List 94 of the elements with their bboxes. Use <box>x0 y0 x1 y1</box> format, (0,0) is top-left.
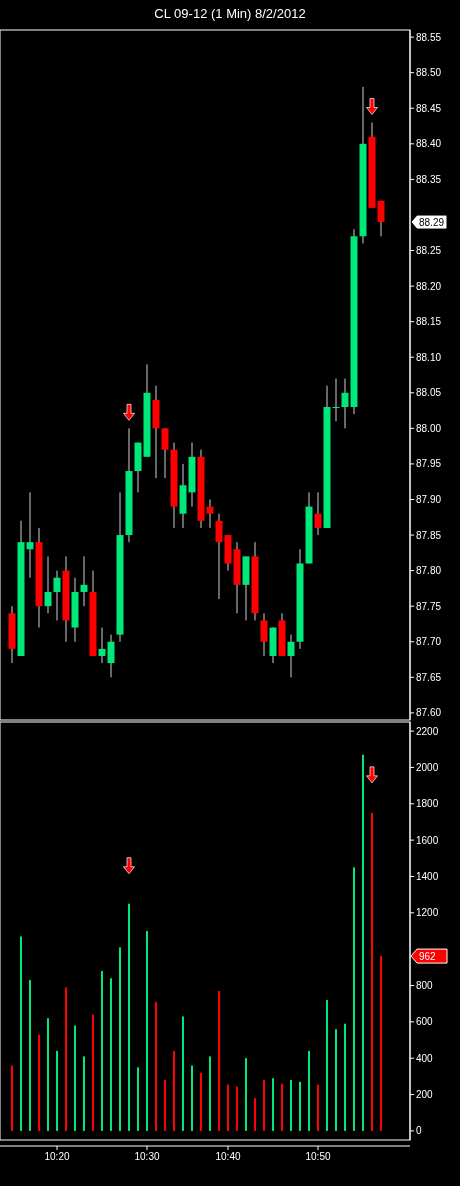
bar <box>317 1084 319 1131</box>
bar <box>11 1065 13 1131</box>
candlestick <box>107 634 115 678</box>
bar <box>29 980 31 1131</box>
bar <box>20 936 22 1131</box>
y-tick-label: 0 <box>416 1125 422 1137</box>
y-tick-label: 1800 <box>416 798 439 810</box>
y-tick-label: 88.55 <box>416 31 442 43</box>
bar <box>173 1050 175 1131</box>
y-tick-label: 88.35 <box>416 173 442 185</box>
y-tick-label: 600 <box>416 1016 434 1028</box>
y-tick-label: 87.60 <box>416 707 442 719</box>
bar <box>380 956 382 1131</box>
bar <box>227 1084 229 1131</box>
bar <box>308 1050 310 1131</box>
bar <box>245 1058 247 1131</box>
bar <box>119 947 121 1131</box>
bar <box>101 970 103 1131</box>
x-tick-label: 10:40 <box>215 1151 241 1162</box>
y-tick-label: 1400 <box>416 870 439 882</box>
candlestick <box>332 378 340 422</box>
bar <box>353 867 355 1131</box>
candlestick <box>161 427 169 479</box>
y-tick-label: 1600 <box>416 834 439 846</box>
y-tick-label: 87.70 <box>416 636 442 648</box>
y-tick-label: 88.25 <box>416 245 442 257</box>
bar <box>164 1080 166 1131</box>
candlestick <box>377 200 385 237</box>
bar <box>272 1078 274 1131</box>
candlestick <box>44 555 52 614</box>
bar <box>191 1065 193 1131</box>
y-tick-label: 400 <box>416 1052 434 1064</box>
candlestick <box>341 378 349 429</box>
text: 88.29 <box>419 216 445 228</box>
chart-title: CL 09-12 (1 Min) 8/2/2012 <box>154 6 306 21</box>
candlestick <box>98 627 106 664</box>
x-tick-label: 10:20 <box>44 1151 70 1162</box>
bar <box>110 978 112 1131</box>
y-tick-label: 2000 <box>416 761 439 773</box>
y-tick-label: 87.85 <box>416 529 442 541</box>
bar <box>362 754 364 1131</box>
y-tick-label: 88.45 <box>416 102 442 114</box>
y-tick-label: 88.10 <box>416 351 442 363</box>
bar <box>326 1000 328 1131</box>
bar <box>155 1001 157 1131</box>
bar <box>236 1086 238 1131</box>
y-tick-label: 1200 <box>416 907 439 919</box>
bar <box>200 1072 202 1131</box>
bar <box>128 903 130 1131</box>
bar <box>56 1050 58 1131</box>
bar <box>218 990 220 1131</box>
candlestick <box>287 634 295 678</box>
x-tick-label: 10:50 <box>305 1151 331 1162</box>
bar <box>47 1018 49 1131</box>
y-tick-label: 2200 <box>416 725 439 737</box>
candlestick <box>215 513 223 600</box>
bar <box>209 1056 211 1131</box>
y-tick-label: 87.95 <box>416 458 442 470</box>
bar <box>146 931 148 1131</box>
bar <box>254 1098 256 1131</box>
x-tick-label: 10:30 <box>134 1151 160 1162</box>
candlestick <box>206 498 214 529</box>
y-tick-label: 88.15 <box>416 316 442 328</box>
y-tick-label: 87.65 <box>416 671 442 683</box>
bar <box>38 1034 40 1131</box>
bar <box>92 1014 94 1131</box>
bar <box>83 1056 85 1131</box>
candlestick <box>260 612 268 657</box>
bar <box>263 1080 265 1131</box>
y-tick-label: 87.80 <box>416 565 442 577</box>
candlestick <box>314 491 322 536</box>
candlestick <box>26 491 34 579</box>
bar <box>281 1083 283 1131</box>
bar <box>335 1029 337 1131</box>
text: 962 <box>419 950 437 962</box>
y-tick-label: 88.05 <box>416 387 442 399</box>
bar <box>371 812 373 1131</box>
y-tick-label: 88.00 <box>416 422 442 434</box>
y-tick-label: 800 <box>416 980 434 992</box>
y-tick-label: 88.20 <box>416 280 442 292</box>
y-tick-label: 87.75 <box>416 600 442 612</box>
y-tick-label: 88.50 <box>416 67 442 79</box>
bar <box>299 1081 301 1131</box>
y-tick-label: 87.90 <box>416 493 442 505</box>
y-tick-label: 200 <box>416 1089 434 1101</box>
bar <box>65 987 67 1131</box>
bar <box>290 1080 292 1131</box>
bar <box>344 1023 346 1131</box>
candlestick <box>53 570 61 621</box>
bar <box>137 1067 139 1131</box>
candlestick <box>80 555 88 607</box>
y-tick-label: 88.40 <box>416 138 442 150</box>
bar <box>74 1025 76 1131</box>
bar <box>182 1016 184 1131</box>
